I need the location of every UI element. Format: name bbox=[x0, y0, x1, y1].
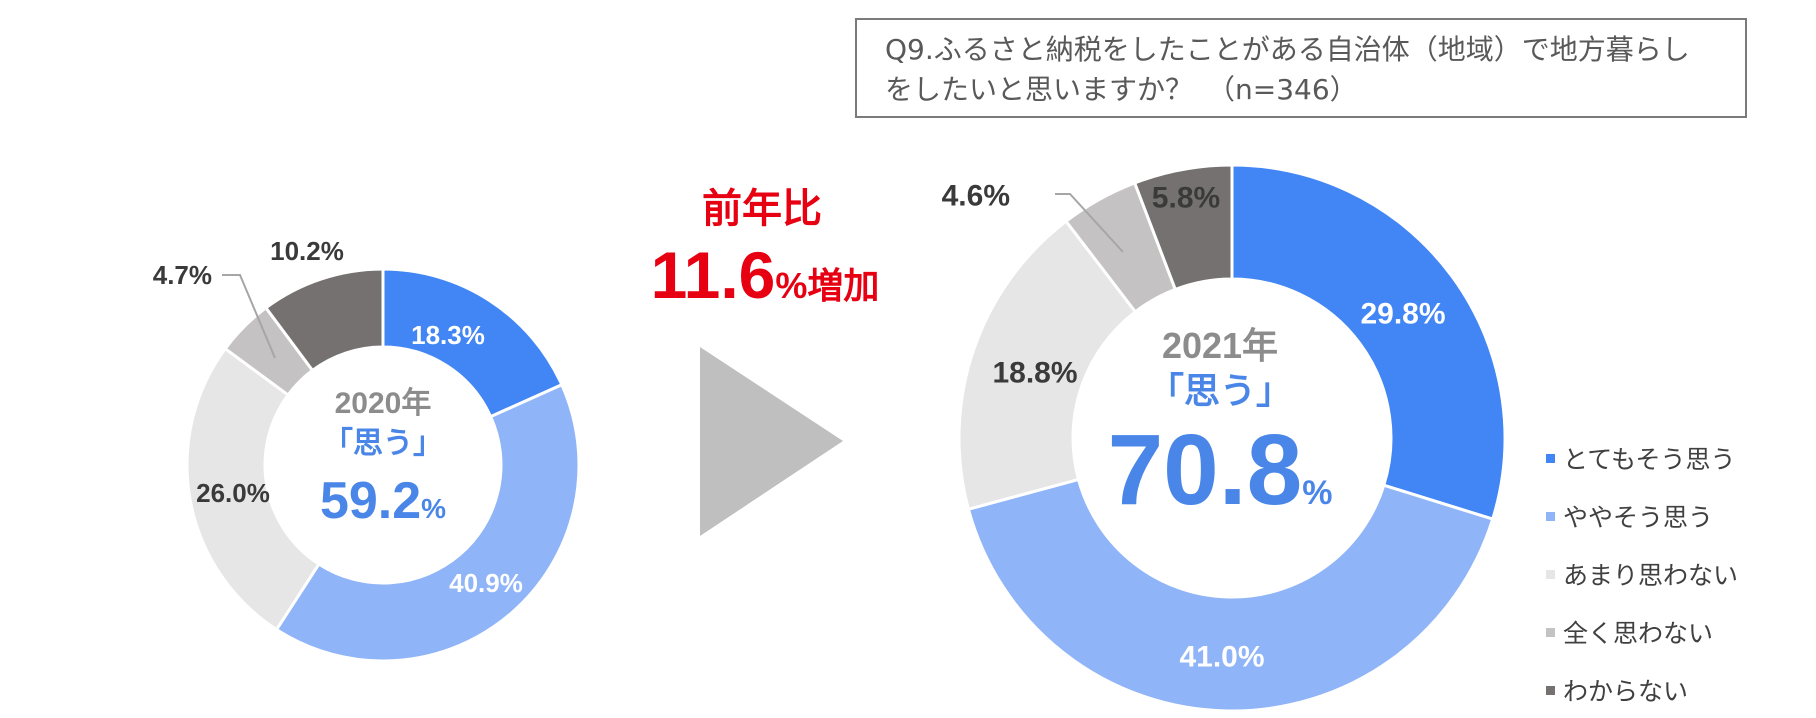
growth-text: 11.6%増加 bbox=[651, 238, 880, 312]
data-label-2021-2: 41.0% bbox=[1179, 641, 1264, 674]
slice-2021-3 bbox=[957, 219, 1138, 512]
center-value-number-2021: 70.8 bbox=[1108, 414, 1303, 526]
slice-2020-2 bbox=[274, 382, 581, 663]
data-label-2020-3: 26.0% bbox=[196, 478, 270, 508]
center-value-2021: 70.8% bbox=[1108, 414, 1333, 526]
slice-2020-3 bbox=[185, 346, 321, 632]
legend-swatch-1 bbox=[1546, 454, 1555, 463]
legend-swatch-5 bbox=[1546, 686, 1555, 695]
arrow-right-icon bbox=[700, 347, 843, 536]
center-value-unit-2021: % bbox=[1302, 474, 1332, 512]
center-caption-2021: 「思う」 bbox=[1148, 370, 1292, 411]
legend-label-3: あまり思わない bbox=[1563, 561, 1738, 590]
growth-value: 11.6 bbox=[651, 238, 776, 312]
leader-line-2021-4 bbox=[1055, 193, 1124, 253]
question-text: Q9.ふるさと納税をしたことがある自治体（地域）で地方暮らしをしたいと思いますか… bbox=[885, 33, 1690, 106]
growth-unit: %増加 bbox=[775, 265, 879, 306]
legend-swatch-3 bbox=[1546, 570, 1555, 579]
slice-2021-5 bbox=[1132, 163, 1234, 292]
data-label-2021-1: 29.8% bbox=[1360, 298, 1445, 331]
center-year-2021: 2021年 bbox=[1162, 325, 1278, 366]
data-label-2020-4: 4.7% bbox=[153, 260, 212, 290]
center-year-2020: 2020年 bbox=[335, 387, 432, 420]
legend-label-2: ややそう思う bbox=[1563, 503, 1713, 532]
data-label-2021-3: 18.8% bbox=[992, 357, 1077, 390]
legend-label-1: とてもそう思う bbox=[1563, 445, 1736, 474]
legend-swatch-4 bbox=[1546, 628, 1555, 637]
center-value-2020: 59.2% bbox=[320, 472, 446, 530]
leader-line-2020-4 bbox=[222, 274, 276, 359]
center-value-unit-2020: % bbox=[421, 493, 446, 524]
data-label-2020-2: 40.9% bbox=[449, 568, 523, 598]
data-label-2021-5: 5.8% bbox=[1152, 182, 1220, 215]
legend-label-5: わからない bbox=[1563, 677, 1688, 706]
data-label-2021-4: 4.6% bbox=[942, 180, 1010, 213]
legend-swatch-2 bbox=[1546, 512, 1555, 521]
slice-2020-1 bbox=[381, 267, 564, 419]
question-box: Q9.ふるさと納税をしたことがある自治体（地域）で地方暮らしをしたいと思いますか… bbox=[855, 18, 1747, 118]
slice-2020-5 bbox=[263, 267, 385, 373]
slice-2021-2 bbox=[966, 477, 1495, 713]
data-label-2020-1: 18.3% bbox=[411, 320, 485, 350]
data-label-2020-5: 10.2% bbox=[270, 236, 344, 266]
slice-2021-1 bbox=[1230, 163, 1507, 521]
donut-chart-2021: 29.8% 41.0% 18.8% 4.6% 5.8% bbox=[942, 163, 1507, 713]
legend-label-4: 全く思わない bbox=[1563, 619, 1713, 648]
center-value-number-2020: 59.2 bbox=[320, 472, 421, 530]
growth-heading: 前年比 bbox=[702, 187, 822, 231]
center-caption-2020: 「思う」 bbox=[323, 427, 443, 460]
donut-chart-2020: 18.3% 40.9% 26.0% 4.7% 10.2% bbox=[153, 236, 581, 663]
